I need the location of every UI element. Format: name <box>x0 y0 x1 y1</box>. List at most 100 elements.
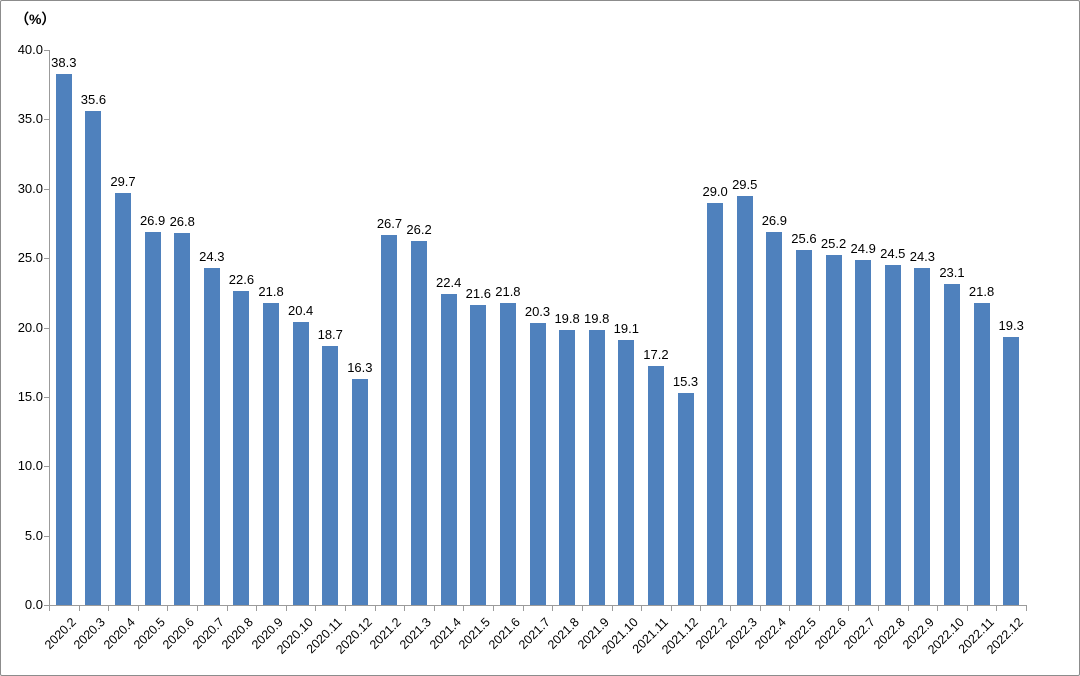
bar <box>470 305 486 605</box>
x-tick-mark <box>138 606 139 611</box>
y-tick-mark <box>44 258 49 259</box>
bar <box>678 393 694 605</box>
x-tick-mark <box>760 606 761 611</box>
bar <box>855 260 871 605</box>
y-tick-label: 10.0 <box>17 458 43 474</box>
bar-value-label: 17.2 <box>643 347 669 362</box>
x-tick-mark <box>582 606 583 611</box>
bar <box>381 235 397 605</box>
x-tick-mark <box>848 606 849 611</box>
bar-value-label: 25.2 <box>820 236 847 251</box>
bar-value-label: 25.6 <box>791 231 817 246</box>
bar-value-label: 24.3 <box>199 249 225 264</box>
x-tick-mark <box>49 606 50 611</box>
bar-value-label: 29.0 <box>702 184 728 199</box>
bar-value-label: 26.2 <box>406 222 432 237</box>
bar <box>174 233 190 605</box>
y-tick-label: 35.0 <box>17 111 43 127</box>
x-tick-mark <box>612 606 613 611</box>
bar <box>293 322 309 605</box>
bar <box>85 111 101 605</box>
y-tick-mark <box>44 466 49 467</box>
bar <box>707 203 723 605</box>
y-tick-mark <box>44 397 49 398</box>
bar-value-label: 19.8 <box>554 311 580 326</box>
y-axis-unit-label: （%） <box>15 11 56 27</box>
bar <box>500 303 516 605</box>
bar-value-label: 18.7 <box>317 327 343 342</box>
x-tick-mark <box>345 606 346 611</box>
x-tick-mark <box>937 606 938 611</box>
bar <box>648 366 664 605</box>
bar-value-label: 21.6 <box>465 286 491 301</box>
x-tick-mark <box>967 606 968 611</box>
bar-value-label: 20.4 <box>287 303 314 318</box>
y-tick-label: 0.0 <box>24 597 43 612</box>
y-tick-label: 5.0 <box>24 527 43 543</box>
bar-value-label: 19.1 <box>613 321 639 336</box>
bar-value-label: 26.7 <box>376 216 403 231</box>
y-tick-mark <box>44 605 49 606</box>
x-tick-mark <box>908 606 909 611</box>
bar-value-label: 21.8 <box>968 284 995 299</box>
x-tick-mark <box>730 606 731 611</box>
bar <box>737 196 753 605</box>
bar <box>233 291 249 605</box>
x-tick-mark <box>256 606 257 611</box>
bar-value-label: 21.8 <box>495 284 521 299</box>
x-tick-mark <box>641 606 642 611</box>
bar-value-label: 19.3 <box>998 318 1024 333</box>
x-tick-mark <box>700 606 701 611</box>
x-tick-mark <box>375 606 376 611</box>
bar <box>914 268 930 605</box>
bar-value-label: 22.4 <box>436 275 462 290</box>
bar <box>796 250 812 605</box>
y-tick-mark <box>44 536 49 537</box>
x-tick-mark <box>878 606 879 611</box>
bar-value-label: 23.1 <box>939 265 965 280</box>
x-tick-mark <box>463 606 464 611</box>
x-tick-mark <box>434 606 435 611</box>
bar-value-label: 19.8 <box>584 311 610 326</box>
x-tick-mark <box>789 606 790 611</box>
bar <box>322 346 338 605</box>
bar-value-label: 29.5 <box>732 177 758 192</box>
bar-value-label: 38.3 <box>51 55 77 70</box>
bar <box>885 265 901 605</box>
x-tick-mark <box>819 606 820 611</box>
x-tick-mark <box>227 606 228 611</box>
x-tick-mark <box>167 606 168 611</box>
y-tick-mark <box>44 189 49 190</box>
bar-value-label: 16.3 <box>347 360 373 375</box>
bar <box>145 232 161 605</box>
x-tick-mark <box>493 606 494 611</box>
x-tick-mark <box>671 606 672 611</box>
bar <box>944 284 960 605</box>
bar-value-label: 29.7 <box>110 174 136 189</box>
bar <box>204 268 220 605</box>
bar <box>352 379 368 605</box>
bar <box>766 232 782 605</box>
bar-value-label: 26.9 <box>139 213 166 228</box>
bar <box>441 294 457 605</box>
bar-value-label: 20.3 <box>524 304 551 319</box>
bar-value-label: 22.6 <box>228 272 255 287</box>
y-tick-mark <box>44 50 49 51</box>
x-tick-mark <box>286 606 287 611</box>
bar-value-label: 21.8 <box>258 284 284 299</box>
y-tick-label: 30.0 <box>17 180 43 196</box>
bar-value-label: 24.3 <box>909 249 936 264</box>
x-tick-mark <box>404 606 405 611</box>
y-tick-label: 25.0 <box>17 250 43 266</box>
bar <box>589 330 605 605</box>
bar <box>974 303 990 605</box>
bar <box>56 74 72 605</box>
bar <box>559 330 575 605</box>
bar-value-label: 15.3 <box>672 374 699 389</box>
bar <box>530 323 546 605</box>
bar-value-label: 26.9 <box>761 213 787 228</box>
x-tick-mark <box>1026 606 1027 611</box>
y-tick-label: 40.0 <box>17 42 43 57</box>
bar-value-label: 35.6 <box>80 92 107 107</box>
